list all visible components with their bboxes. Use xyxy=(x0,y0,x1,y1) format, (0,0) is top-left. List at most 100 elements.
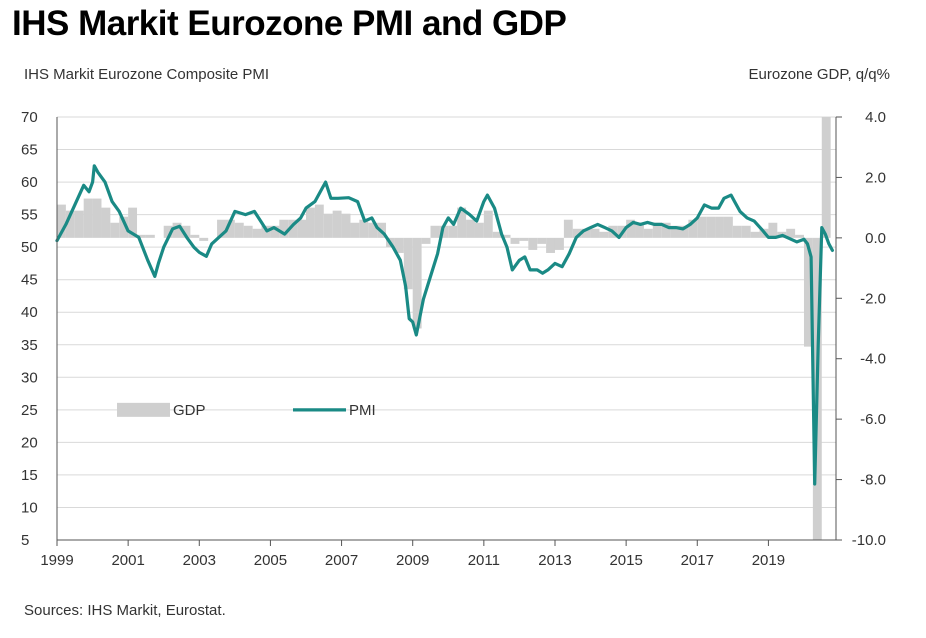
gdp-bar xyxy=(563,219,573,238)
gdp-bar xyxy=(110,222,120,238)
gdp-bar xyxy=(519,237,529,241)
gdp-bar xyxy=(599,231,609,238)
gdp-bar xyxy=(528,237,538,250)
gdp-bar xyxy=(750,231,760,238)
gridlines xyxy=(57,116,836,508)
gdp-bar xyxy=(101,207,111,238)
gdp-bar xyxy=(217,219,226,238)
x-tick-label: 1999 xyxy=(40,552,73,569)
gdp-bar xyxy=(661,222,671,238)
gdp-bar xyxy=(305,207,315,238)
x-tick-label: 2017 xyxy=(681,552,714,569)
gdp-bar xyxy=(501,234,511,238)
right-tick-label: -10.0 xyxy=(852,532,886,549)
gdp-bar xyxy=(297,219,306,238)
left-tick-label: 30 xyxy=(21,369,38,386)
left-tick-label: 35 xyxy=(21,337,38,354)
gdp-bar xyxy=(145,234,155,238)
left-tick-label: 20 xyxy=(21,434,38,451)
gdp-bar xyxy=(243,225,253,238)
left-tick-label: 15 xyxy=(21,467,38,484)
gdp-bar xyxy=(626,219,636,238)
gdp-bar xyxy=(421,237,431,244)
gdp-bar xyxy=(119,216,129,238)
gdp-bar xyxy=(288,219,298,238)
gdp-bar xyxy=(466,219,475,238)
gdp-bar xyxy=(359,219,369,238)
left-tick-label: 25 xyxy=(21,402,38,419)
gdp-bar xyxy=(723,216,733,238)
axes: 7065605550454035302520151054.02.00.0-2.0… xyxy=(21,109,886,569)
x-tick-label: 2019 xyxy=(752,552,785,569)
x-tick-label: 2003 xyxy=(183,552,216,569)
gdp-bar xyxy=(279,219,289,238)
gdp-bar xyxy=(341,213,351,238)
legend-gdp-label: GDP xyxy=(173,402,206,419)
x-tick-label: 2015 xyxy=(609,552,642,569)
left-tick-label: 65 xyxy=(21,142,38,159)
gdp-bar xyxy=(786,228,796,238)
gdp-bar xyxy=(670,225,680,238)
gdp-bar xyxy=(483,210,493,238)
gdp-bar xyxy=(252,228,262,238)
right-tick-label: 0.0 xyxy=(865,230,886,247)
gdp-bar xyxy=(403,237,413,290)
pmi-line-group xyxy=(55,164,835,486)
left-tick-label: 70 xyxy=(21,109,38,126)
source-note: Sources: IHS Markit, Eurostat. xyxy=(24,602,226,619)
right-tick-label: -4.0 xyxy=(860,351,886,368)
x-tick-label: 2007 xyxy=(325,552,358,569)
gdp-bar xyxy=(492,231,502,238)
gdp-bars xyxy=(57,117,831,540)
right-tick-label: -8.0 xyxy=(860,472,886,489)
gdp-bar xyxy=(323,213,333,238)
x-tick-label: 2013 xyxy=(538,552,571,569)
gdp-bar xyxy=(715,216,724,238)
right-tick-label: 2.0 xyxy=(865,169,886,186)
gdp-bar xyxy=(652,222,662,238)
left-tick-label: 5 xyxy=(21,532,29,549)
left-tick-label: 40 xyxy=(21,304,38,321)
gdp-bar xyxy=(430,225,440,238)
gdp-bar xyxy=(448,225,458,238)
legend-gdp-swatch xyxy=(117,402,170,417)
gdp-bar xyxy=(439,225,449,238)
gdp-bar xyxy=(688,219,698,238)
left-axis-title: IHS Markit Eurozone Composite PMI xyxy=(24,66,270,83)
right-axis-title: Eurozone GDP, q/q% xyxy=(748,66,890,83)
gdp-bar xyxy=(679,225,689,238)
gdp-bar xyxy=(74,210,84,238)
gdp-bar xyxy=(83,198,93,238)
gdp-bar xyxy=(163,225,173,238)
gdp-bar xyxy=(350,222,360,238)
gdp-bar xyxy=(199,237,209,241)
right-tick-label: -2.0 xyxy=(860,290,886,307)
gdp-bar xyxy=(768,222,778,238)
x-tick-label: 2005 xyxy=(254,552,287,569)
left-tick-label: 45 xyxy=(21,272,38,289)
x-tick-label: 2009 xyxy=(396,552,429,569)
chart-title: IHS Markit Eurozone PMI and GDP xyxy=(12,4,567,43)
x-tick-label: 2001 xyxy=(111,552,144,569)
left-tick-label: 10 xyxy=(21,499,38,516)
gdp-bar xyxy=(412,237,422,329)
gdp-bar xyxy=(741,225,751,238)
gdp-bar xyxy=(137,234,146,238)
gdp-bar xyxy=(537,237,547,244)
gdp-bar xyxy=(332,210,342,238)
gdp-bar xyxy=(643,228,653,238)
gdp-bar xyxy=(234,222,244,238)
gdp-bar xyxy=(697,216,707,238)
gdp-bar xyxy=(128,207,138,238)
gdp-bar xyxy=(190,234,200,238)
gdp-bar xyxy=(706,216,716,238)
gdp-bar xyxy=(546,237,555,253)
gdp-bar xyxy=(172,222,182,238)
gdp-bar xyxy=(181,225,191,238)
left-tick-label: 50 xyxy=(21,239,38,256)
gdp-bar xyxy=(581,228,591,238)
gdp-bar xyxy=(635,222,644,238)
left-tick-label: 60 xyxy=(21,174,38,191)
gdp-bar xyxy=(554,237,564,250)
right-tick-label: 4.0 xyxy=(865,109,886,126)
